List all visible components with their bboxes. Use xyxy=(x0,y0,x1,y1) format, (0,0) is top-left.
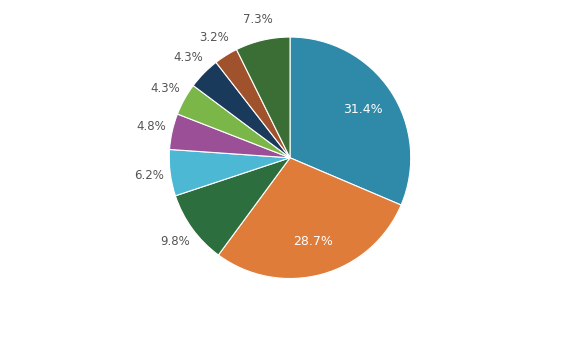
Wedge shape xyxy=(237,37,290,158)
Text: 31.4%: 31.4% xyxy=(343,103,382,116)
Text: 7.3%: 7.3% xyxy=(243,13,273,25)
Wedge shape xyxy=(193,62,290,158)
Wedge shape xyxy=(216,49,290,158)
Wedge shape xyxy=(169,114,290,158)
Text: 4.8%: 4.8% xyxy=(136,120,166,133)
Wedge shape xyxy=(219,158,401,279)
Wedge shape xyxy=(177,86,290,158)
Wedge shape xyxy=(290,37,411,205)
Text: 4.3%: 4.3% xyxy=(173,51,203,64)
Text: 3.2%: 3.2% xyxy=(200,31,229,44)
Text: 6.2%: 6.2% xyxy=(134,169,164,182)
Text: 9.8%: 9.8% xyxy=(160,235,190,248)
Text: 28.7%: 28.7% xyxy=(293,235,333,248)
Wedge shape xyxy=(175,158,290,255)
Wedge shape xyxy=(169,150,290,196)
Text: 4.3%: 4.3% xyxy=(150,82,180,95)
